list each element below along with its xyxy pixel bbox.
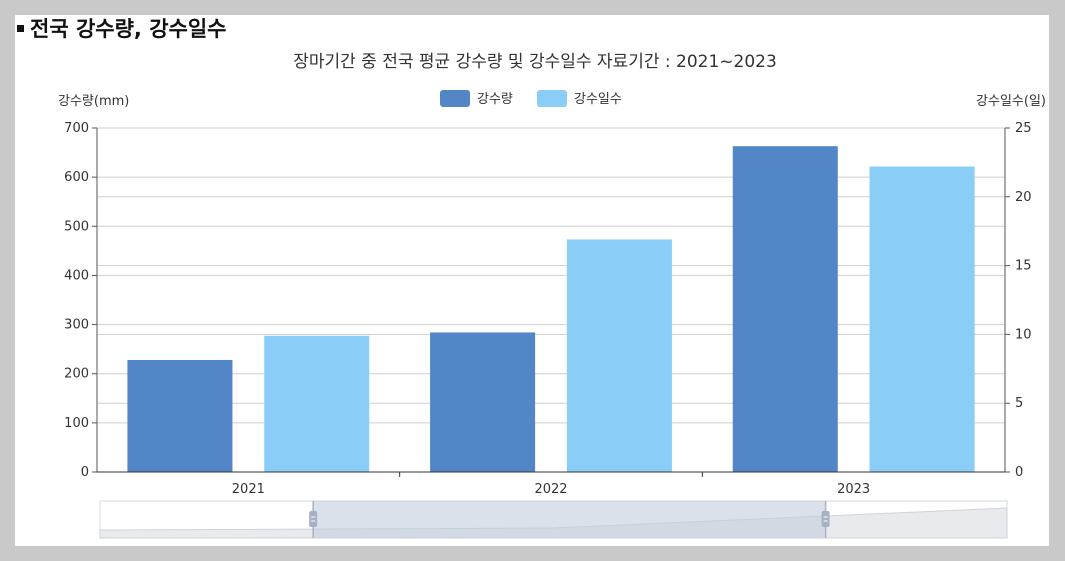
- bar-rain-days-2023: [869, 166, 975, 472]
- bar-rainfall-2023: [732, 146, 838, 472]
- y-left-tick-label: 500: [64, 219, 89, 234]
- legend: 강수량 강수일수: [440, 90, 622, 107]
- section-title-text: 전국 강수량, 강수일수: [30, 17, 227, 41]
- x-tick-label: 2021: [232, 482, 265, 497]
- axes: 0 100 200 300 400 500 600 700 0 5 10 15 20 25 2021 2022…: [64, 121, 1031, 497]
- grid: [97, 127, 1005, 424]
- legend-item-rainfall[interactable]: 강수량: [440, 90, 513, 107]
- y-right-tick-label: 15: [1015, 259, 1032, 274]
- y-left-tick-label: 100: [64, 416, 89, 431]
- legend-swatch: [537, 90, 567, 107]
- slider-handle-start[interactable]: [309, 501, 318, 538]
- slider-handle-end[interactable]: [821, 501, 830, 538]
- bar-rain-days-2021: [264, 335, 370, 472]
- bars: [127, 146, 975, 472]
- legend-swatch: [440, 90, 470, 107]
- y-axis-right-label: 강수일수(일): [976, 94, 1046, 109]
- bar-rainfall-2021: [127, 359, 233, 472]
- bullet-square-icon: [17, 24, 24, 32]
- slider-grip-icon: [309, 511, 318, 527]
- y-left-tick-label: 300: [64, 318, 89, 333]
- section-title: 전국 강수량, 강수일수: [17, 13, 226, 43]
- y-right-tick-label: 5: [1015, 396, 1023, 411]
- legend-label: 강수일수: [574, 92, 622, 107]
- y-right-tick-label: 0: [1015, 465, 1023, 480]
- y-left-tick-label: 400: [64, 268, 89, 283]
- legend-label: 강수량: [477, 92, 513, 107]
- y-left-tick-label: 600: [64, 170, 89, 185]
- y-axis-left-label: 강수량(mm): [58, 94, 129, 109]
- y-left-tick-label: 0: [81, 465, 89, 480]
- slider-selected-range[interactable]: [313, 501, 826, 538]
- slider-grip-icon: [821, 511, 830, 527]
- bar-rain-days-2022: [566, 239, 672, 472]
- y-left-tick-label: 200: [64, 367, 89, 382]
- legend-item-rain-days[interactable]: 강수일수: [537, 90, 622, 107]
- y-right-tick-label: 25: [1015, 121, 1032, 136]
- chart-title: 장마기간 중 전국 평균 강수량 및 강수일수 자료기간 : 2021~2023: [293, 52, 777, 72]
- y-right-tick-label: 20: [1015, 190, 1032, 205]
- x-tick-label: 2023: [837, 482, 870, 497]
- y-left-tick-label: 700: [64, 121, 89, 136]
- zoom-slider[interactable]: [99, 500, 1008, 539]
- bar-rainfall-2022: [430, 332, 536, 472]
- y-right-tick-label: 10: [1015, 327, 1032, 342]
- x-tick-label: 2022: [534, 482, 567, 497]
